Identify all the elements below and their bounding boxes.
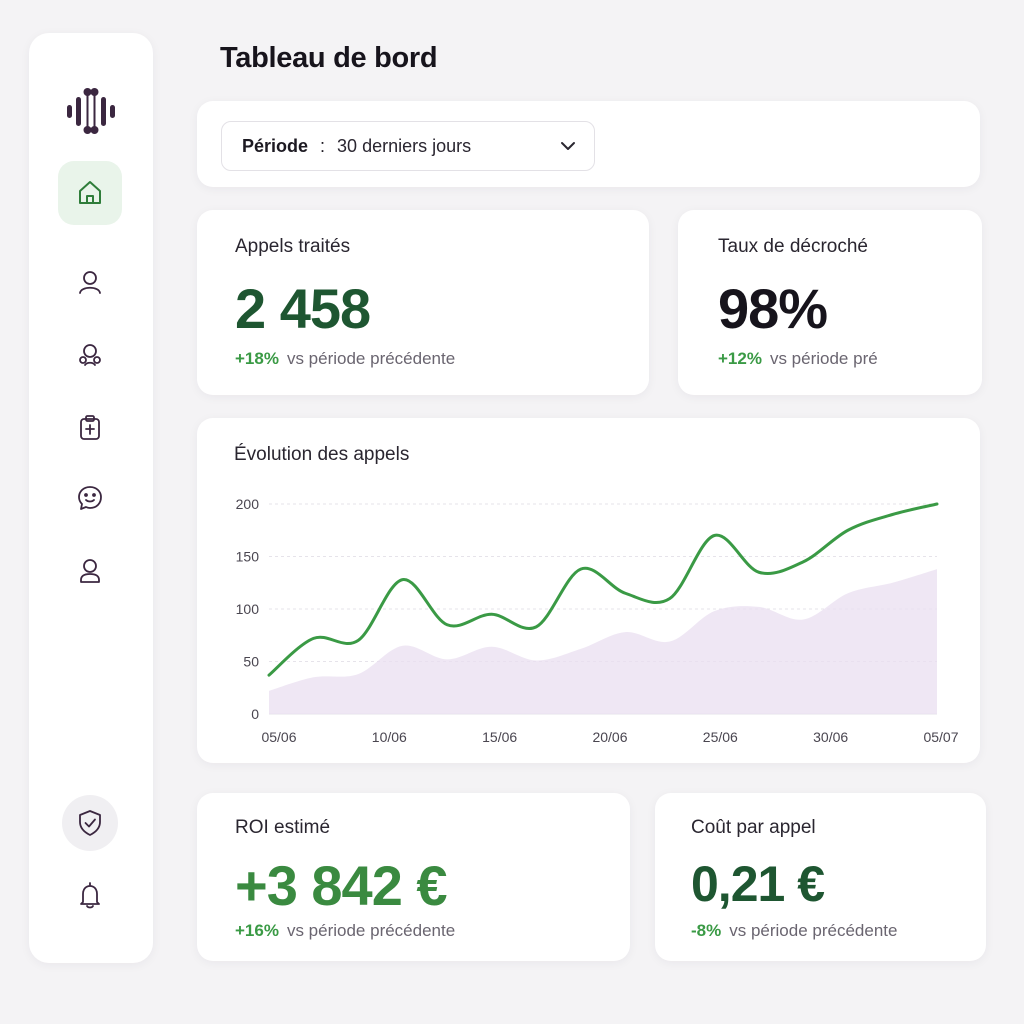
sidebar-item-clipboard[interactable]	[58, 396, 122, 460]
kpi-card-roi: ROI estimé +3 842 € +16% vs période précé…	[197, 793, 630, 961]
x-tick-label: 05/07	[923, 729, 958, 745]
chart-title: Évolution des appels	[234, 444, 410, 465]
x-tick-label: 20/06	[592, 729, 627, 745]
y-tick-label: 200	[236, 496, 260, 512]
y-tick-label: 100	[236, 601, 260, 617]
kpi-delta-text: vs période précédente	[286, 349, 456, 368]
filter-card: Période : 30 derniers jours	[197, 101, 980, 187]
home-icon	[79, 181, 101, 204]
period-value: 30 derniers jours	[337, 135, 472, 156]
chevron-down-icon	[561, 142, 575, 150]
kpi-label: ROI estimé	[235, 817, 331, 838]
logo-icon	[67, 88, 115, 134]
x-tick-label: 30/06	[813, 729, 848, 745]
sidebar-item-security[interactable]	[62, 795, 118, 851]
kpi-delta-percent: -8%	[691, 921, 722, 940]
kpi-value: 2 458	[235, 277, 371, 340]
kpi-delta: +12% vs période pré	[718, 349, 878, 369]
sidebar-item-chat[interactable]	[58, 466, 122, 530]
x-tick-label: 25/06	[703, 729, 738, 745]
kpi-delta-text: vs période précédente	[729, 921, 898, 940]
sidebar-item-users[interactable]	[58, 323, 122, 387]
kpi-card-answer-rate: Taux de décroché 98% +12% vs période pré	[678, 210, 982, 395]
kpi-delta-text: vs période pré	[769, 349, 878, 368]
y-tick-label: 50	[243, 654, 259, 670]
calls-chart: 0 50 100 150 200 05/06 10/06 15/06 20/06 25/06 30/…	[236, 496, 959, 745]
kpi-card-calls: Appels traités 2 458 +18% vs période préc…	[197, 210, 649, 395]
y-tick-label: 0	[251, 706, 259, 722]
kpi-label: Coût par appel	[691, 817, 816, 838]
sidebar-item-notifications[interactable]	[62, 867, 118, 923]
shield-check-icon	[79, 810, 101, 836]
kpi-delta-text: vs période précédente	[286, 921, 456, 940]
sidebar	[29, 33, 153, 963]
period-label: Période	[242, 135, 309, 156]
x-tick-label: 10/06	[372, 729, 407, 745]
chat-smile-icon	[78, 486, 102, 510]
page-title: Tableau de bord	[220, 42, 438, 74]
clipboard-icon	[80, 415, 100, 440]
kpi-delta-percent: +16%	[235, 921, 279, 940]
kpi-card-cost: Coût par appel 0,21 € -8% vs période préc…	[655, 793, 986, 961]
profile-icon	[80, 559, 100, 583]
kpi-label: Taux de décroché	[718, 236, 868, 257]
period-separator: :	[320, 135, 326, 156]
sidebar-item-home[interactable]	[58, 161, 122, 225]
kpi-delta: -8% vs période précédente	[691, 921, 897, 941]
kpi-delta: +18% vs période précédente	[235, 349, 455, 369]
y-tick-label: 150	[236, 549, 260, 565]
kpi-value: 0,21 €	[691, 856, 825, 912]
kpi-label: Appels traités	[235, 236, 351, 257]
chart-card: Évolution des appels 0 50 100 150 200 05/06 10…	[197, 418, 980, 763]
bell-icon	[80, 882, 100, 909]
kpi-value: +3 842 €	[235, 854, 448, 917]
period-select[interactable]: Période : 30 derniers jours	[221, 121, 595, 171]
x-tick-label: 05/06	[261, 729, 296, 745]
line-series	[267, 502, 939, 677]
kpi-value: 98%	[718, 277, 828, 340]
x-tick-label: 15/06	[482, 729, 517, 745]
kpi-delta: +16% vs période précédente	[235, 921, 455, 941]
user-icon	[79, 271, 101, 294]
area-series	[269, 569, 937, 714]
sidebar-item-profile[interactable]	[58, 539, 122, 603]
users-icon	[79, 344, 101, 366]
sidebar-item-user[interactable]	[58, 250, 122, 314]
kpi-delta-percent: +18%	[235, 349, 279, 368]
kpi-delta-percent: +12%	[718, 349, 762, 368]
